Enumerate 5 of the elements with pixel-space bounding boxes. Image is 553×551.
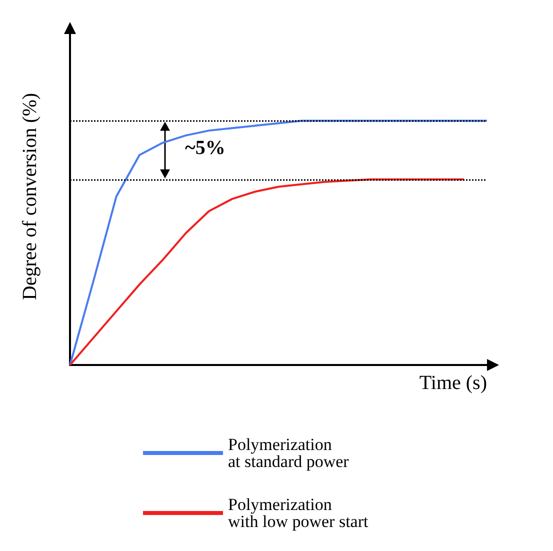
- legend-label: Polymerization at standard power: [228, 435, 350, 471]
- y-axis-title: Degree of conversion (%): [19, 92, 41, 300]
- x-axis-title: Time (s): [419, 372, 487, 394]
- legend-label: Polymerization with low power start: [228, 495, 368, 531]
- annotation: ~5%: [185, 137, 226, 160]
